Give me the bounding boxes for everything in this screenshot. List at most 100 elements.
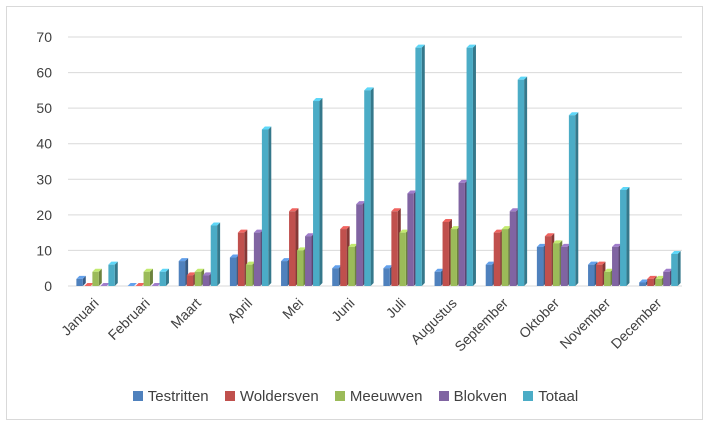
bar-blokven-april [253,229,264,286]
bar-blokven-mei [305,233,315,286]
legend-swatch-testritten [132,391,143,401]
x-tick-label: Januari [58,295,102,339]
bar-blokven-oktober [560,243,571,286]
bar-meeuwven-april [245,261,256,286]
bar-meeuwven-januari [92,268,102,286]
bar-meeuwven-mei [297,247,307,286]
bar-woldersven-september [493,229,504,286]
bar-testritten-augustus [434,268,444,286]
y-tick-label: 50 [36,100,52,116]
legend-item-woldersven: Woldersven [224,388,319,405]
legend-label-blokven: Blokven [453,388,508,405]
bar-totaal-juni [364,87,374,286]
bar-woldersven-december [647,275,657,286]
legend-swatch-blokven [438,391,449,401]
y-tick-label: 70 [36,29,52,45]
legend-item-totaal: Totaal [523,388,578,405]
bar-testritten-mei [281,258,291,286]
bar-totaal-maart [210,222,221,286]
bar-layer [76,44,681,287]
legend-label-meeuwven: Meeuwven [349,388,423,405]
bar-meeuwven-februari [143,268,153,286]
bar-testritten-juni [332,265,342,286]
bar-woldersven-februari [135,283,145,286]
bar-testritten-december [639,279,649,286]
bar-totaal-april [261,126,272,286]
bar-testritten-juli [383,265,393,286]
bar-blokven-februari [151,283,161,286]
bar-woldersven-november [596,261,606,286]
y-tick-label: 0 [44,278,52,294]
legend-swatch-totaal [523,391,534,401]
x-tick-label: Oktober [516,295,563,342]
bar-totaal-juli [415,44,425,286]
bar-woldersven-maart [186,272,197,286]
x-tick-labels: Januari Februari Maart April Mei Juni JuliAugu… [58,295,665,355]
x-tick-label: December [608,295,665,352]
legend: Testritten Woldersven Meeuwven Blokven T… [0,388,711,405]
bar-blokven-maart [202,272,213,286]
bar-woldersven-oktober [544,233,555,286]
legend-label-woldersven: Woldersven [239,388,319,405]
bar-woldersven-mei [289,208,299,286]
bar-totaal-oktober [568,112,579,286]
x-tick-label: April [224,295,255,326]
bar-totaal-mei [313,98,323,287]
bar-meeuwven-november [604,268,614,286]
x-tick-label: Februari [105,295,153,343]
bar-meeuwven-juli [399,229,409,286]
bar-meeuwven-december [655,275,665,286]
bar-meeuwven-oktober [552,240,563,286]
bar-totaal-december [671,250,681,286]
chart-frame [6,6,703,420]
bar-testritten-april [229,254,240,286]
bar-testritten-februari [127,283,137,286]
x-tick-label: Mei [279,295,306,322]
x-tick-label: Maart [167,295,204,332]
bar-totaal-september [517,76,528,286]
x-tick-label: November [556,295,613,352]
bar-woldersven-januari [84,283,94,286]
legend-item-testritten: Testritten [132,388,209,405]
legend-swatch-meeuwven [334,391,345,401]
bar-woldersven-april [237,229,248,286]
bar-woldersven-juli [391,208,401,286]
legend-item-meeuwven: Meeuwven [334,388,423,405]
grid-layer [68,36,682,287]
bar-meeuwven-augustus [450,226,460,286]
bar-blokven-juli [407,190,417,286]
x-tick-label: Augustus [407,295,460,348]
legend-label-testritten: Testritten [147,388,209,405]
bar-totaal-augustus [466,44,476,286]
y-tick-label: 60 [36,65,52,81]
bar-totaal-november [620,186,630,286]
legend-swatch-woldersven [224,391,235,401]
bar-testritten-maart [178,258,189,286]
bar-totaal-februari [159,268,169,286]
bar-blokven-januari [100,283,110,286]
x-tick-label: Juni [328,295,357,324]
bar-meeuwven-september [501,226,512,286]
legend-label-totaal: Totaal [538,388,579,405]
x-tick-label: Juli [383,295,409,321]
bar-totaal-januari [108,261,118,286]
bar-testritten-oktober [536,243,547,286]
bar-meeuwven-maart [194,268,205,286]
y-tick-label: 40 [36,136,52,152]
y-tick-label: 10 [36,242,52,258]
bar-woldersven-juni [340,226,350,286]
bar-blokven-december [663,268,673,286]
y-tick-labels: 0 10 20 30 40 50 60 70 [36,29,52,294]
bar-testritten-januari [76,275,86,286]
bar-testritten-november [588,261,598,286]
y-tick-label: 20 [36,207,52,223]
bar-woldersven-augustus [442,218,452,286]
bar-blokven-augustus [458,179,468,286]
legend-item-blokven: Blokven [438,388,508,405]
bar-blokven-november [612,243,622,286]
bar-meeuwven-juni [348,243,358,286]
y-tick-label: 30 [36,171,52,187]
bar-testritten-september [485,261,496,286]
bar-blokven-juni [356,201,366,286]
